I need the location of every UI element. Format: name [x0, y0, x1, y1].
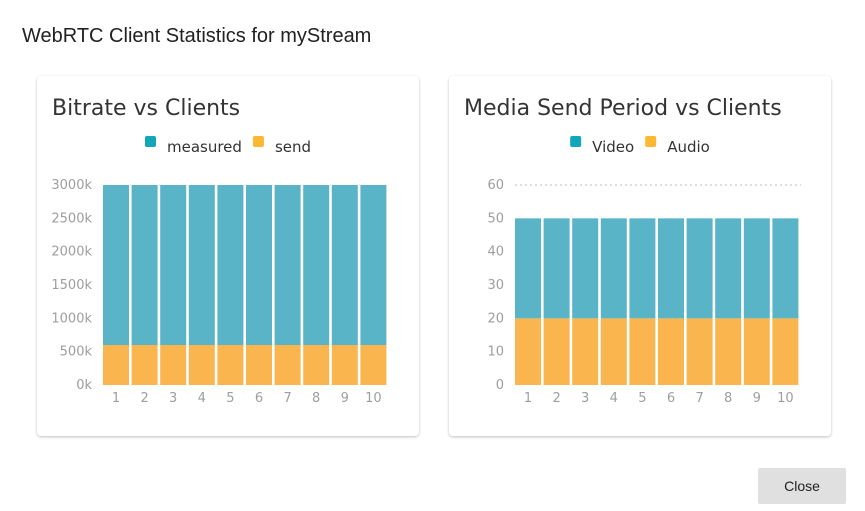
bar-send-3 [160, 345, 187, 385]
y-tick-label: 2000k [51, 245, 92, 260]
x-tick-label: 5 [226, 391, 234, 406]
bar-video-10 [772, 218, 799, 319]
chart-legend: measured send [144, 136, 311, 156]
bar-send-8 [303, 345, 330, 385]
bar-audio-4 [600, 318, 627, 385]
legend-label-send: send [275, 138, 311, 156]
bar-audio-1 [515, 318, 541, 385]
bitrate-chart: Bitrate vs Clients measured send 0k 500k 1000… [51, 96, 387, 406]
x-tick-label: 4 [610, 391, 618, 406]
bar-measured-2 [131, 185, 158, 345]
x-tick-label: 9 [753, 391, 761, 406]
legend-swatch-measured [144, 136, 156, 147]
bar-video-8 [715, 218, 742, 319]
bar-measured-9 [331, 185, 358, 345]
bar-audio-7 [686, 318, 713, 385]
x-tick-label: 9 [341, 391, 349, 406]
x-tick-label: 8 [724, 391, 732, 406]
legend-swatch-send [252, 136, 264, 147]
legend-label-video: Video [592, 138, 634, 156]
x-tick-label: 1 [112, 391, 120, 406]
bar-audio-8 [715, 318, 742, 385]
y-tick-label: 20 [487, 311, 504, 326]
bar-video-9 [743, 218, 770, 319]
y-tick-label: 10 [487, 345, 504, 360]
media-send-period-chart: Media Send Period vs Clients Video Audio 0 1… [464, 96, 801, 406]
bar-video-2 [543, 218, 570, 319]
bar-send-5 [217, 345, 244, 385]
bar-audio-10 [772, 318, 799, 385]
bar-video-7 [686, 218, 713, 319]
x-tick-label: 3 [581, 391, 589, 406]
x-tick-label: 6 [667, 391, 675, 406]
bar-audio-6 [658, 318, 684, 385]
bar-send-1 [103, 345, 129, 385]
y-tick-label: 50 [487, 211, 504, 226]
bar-audio-3 [572, 318, 599, 385]
x-tick-label: 2 [140, 391, 148, 406]
legend-label-audio: Audio [667, 138, 710, 156]
x-tick-label: 8 [312, 391, 320, 406]
bar-measured-7 [274, 185, 301, 345]
bar-audio-9 [743, 318, 770, 385]
bar-measured-3 [160, 185, 187, 345]
bar-video-1 [515, 218, 541, 319]
bar-measured-1 [103, 185, 129, 345]
bar-video-4 [600, 218, 627, 319]
bar-video-6 [658, 218, 684, 319]
x-tick-label: 2 [552, 391, 560, 406]
chart-title: Media Send Period vs Clients [464, 96, 782, 121]
bar-audio-5 [629, 318, 656, 385]
chart-title: Bitrate vs Clients [52, 96, 240, 121]
y-tick-label: 1000k [51, 311, 92, 326]
dialog-title: WebRTC Client Statistics for myStream [22, 25, 372, 47]
x-tick-label: 10 [365, 391, 382, 406]
bar-measured-10 [360, 185, 387, 345]
x-tick-label: 5 [638, 391, 646, 406]
bar-video-3 [572, 218, 599, 319]
media-send-period-chart-card: Media Send Period vs Clients Video Audio 0 1… [449, 76, 831, 436]
bitrate-chart-card: Bitrate vs Clients measured send 0k 500k 1000… [37, 76, 419, 436]
x-tick-label: 10 [777, 391, 794, 406]
bar-send-4 [188, 345, 215, 385]
y-tick-label: 3000k [51, 178, 92, 193]
x-tick-label: 4 [198, 391, 206, 406]
bar-audio-2 [543, 318, 570, 385]
y-tick-label: 0k [76, 378, 92, 393]
legend-swatch-video [570, 136, 582, 147]
bar-video-5 [629, 218, 656, 319]
bar-send-2 [131, 345, 158, 385]
y-tick-label: 500k [60, 345, 93, 360]
bar-measured-4 [188, 185, 215, 345]
bar-send-6 [246, 345, 272, 385]
y-tick-label: 60 [487, 178, 504, 193]
x-tick-label: 3 [169, 391, 177, 406]
bar-send-9 [331, 345, 358, 385]
bar-measured-6 [246, 185, 272, 345]
y-tick-label: 30 [487, 278, 504, 293]
y-tick-label: 0 [496, 378, 504, 393]
x-tick-label: 6 [255, 391, 263, 406]
x-tick-label: 1 [524, 391, 532, 406]
x-tick-label: 7 [283, 391, 291, 406]
y-tick-label: 1500k [51, 278, 92, 293]
close-button[interactable]: Close [758, 468, 846, 504]
bar-measured-8 [303, 185, 330, 345]
y-tick-label: 2500k [51, 211, 92, 226]
chart-legend: Video Audio [570, 136, 710, 156]
x-tick-label: 7 [695, 391, 703, 406]
bar-measured-5 [217, 185, 244, 345]
legend-label-measured: measured [167, 138, 242, 156]
legend-swatch-audio [645, 136, 657, 147]
bar-send-10 [360, 345, 387, 385]
y-tick-label: 40 [487, 245, 504, 260]
bar-send-7 [274, 345, 301, 385]
